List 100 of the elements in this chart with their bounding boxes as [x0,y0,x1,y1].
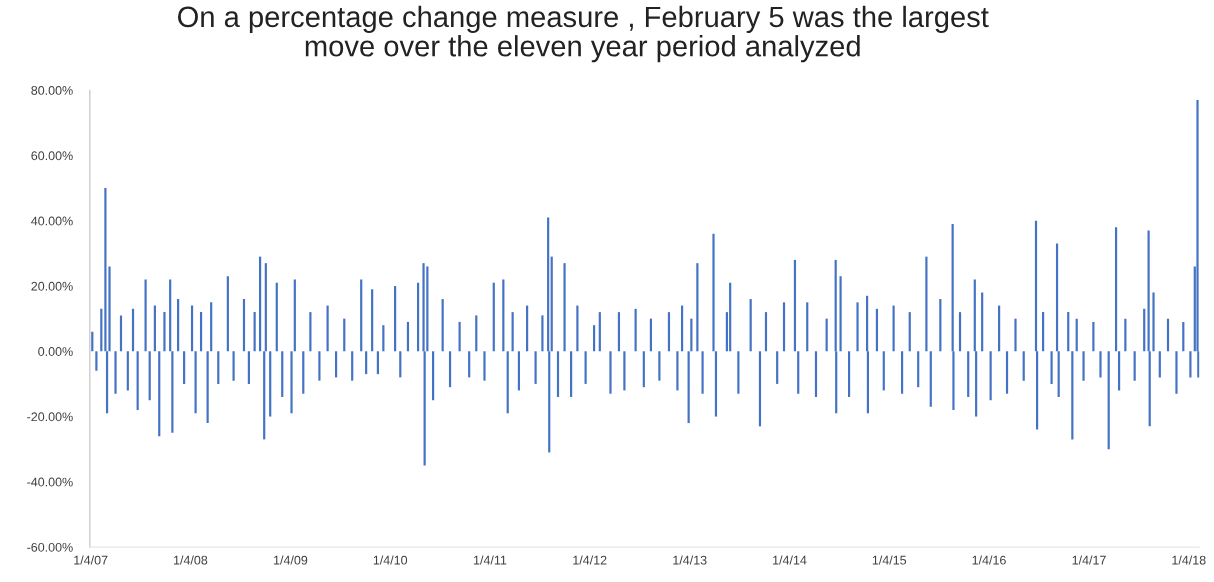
bar [1022,351,1025,381]
bar [550,256,553,352]
bar [1107,351,1110,450]
bar [797,351,800,394]
bar [517,351,521,391]
bar [847,351,851,397]
bar [210,302,213,352]
bar [253,312,256,352]
y-tick-label: -20.00% [27,412,73,422]
x-tick-label: 1/4/08 [173,555,208,565]
bar [882,351,885,391]
bar [163,312,166,352]
bar [290,351,293,414]
bar [194,351,197,414]
bar [908,312,911,352]
bar [701,351,704,394]
chart-title: On a percentage change measure , February 5 was the largest move over the eleven year period analyzed [178,5,989,63]
bar [526,305,529,352]
bar [598,312,601,352]
bar [1050,351,1053,384]
bar [126,351,129,391]
x-tick-label: 1/4/09 [274,555,308,565]
bar [714,351,718,417]
x-tick-label: 1/4/07 [74,555,108,565]
bar [856,302,859,352]
bar [676,351,679,391]
bar [502,279,505,352]
bar [584,351,587,384]
bar [690,318,693,352]
bar [264,263,267,352]
bar [764,312,768,352]
bar [642,351,645,388]
bar [534,351,537,384]
bar [687,351,690,424]
bar [680,305,684,352]
x-tick-label: 1/4/17 [1072,555,1106,565]
bar [483,351,486,381]
bar [136,351,139,411]
bar [696,263,699,352]
bar [556,351,560,397]
bar [511,312,514,352]
x-tick-label: 1/4/15 [872,555,907,565]
bar [825,318,828,352]
bar [343,318,346,352]
bar [1055,243,1059,352]
bar [892,305,895,352]
bar [468,351,471,378]
x-tick-label: 1/4/10 [373,555,408,565]
bar [776,351,779,384]
bar [617,312,621,352]
bar [263,351,266,440]
bar [114,351,117,394]
bar [119,315,123,352]
bar [1189,351,1192,378]
bar [592,325,596,352]
y-tick-label: 40.00% [31,216,73,226]
bar [506,351,509,414]
bar [925,256,928,352]
y-tick-label: 20.00% [31,281,73,291]
bar [492,282,495,352]
bar [1099,351,1102,378]
y-tick-label: 60.00% [31,151,73,161]
bar [406,321,410,352]
bar [95,351,98,371]
bar [1057,351,1060,397]
bar [206,351,209,424]
bar [1166,318,1170,352]
bar [293,279,296,352]
bar [365,351,368,375]
bar [793,259,797,352]
bar [1175,351,1178,394]
bar [416,282,420,352]
bar [376,351,379,375]
bar [1092,321,1095,352]
bar [426,266,429,352]
bar [475,315,478,352]
bar [814,351,818,397]
bar [1075,318,1078,352]
bar [712,233,715,352]
bar [394,286,397,352]
bar [226,276,229,352]
x-tick-label: 1/4/14 [773,555,807,565]
bar [981,292,984,352]
bar [100,308,103,352]
bar [576,305,579,352]
bar [232,351,235,381]
bar [634,308,637,352]
bar [281,351,284,397]
bar [917,351,920,388]
bar [309,312,312,352]
bar [782,302,786,352]
bar [1117,351,1121,391]
bar [169,279,172,352]
bar [939,299,942,352]
bar [1182,321,1185,352]
bar [1143,308,1146,352]
bar [190,305,194,352]
bar [371,289,374,352]
y-tick-label: 80.00% [31,86,73,95]
x-tick-label: 1/4/12 [573,555,607,565]
